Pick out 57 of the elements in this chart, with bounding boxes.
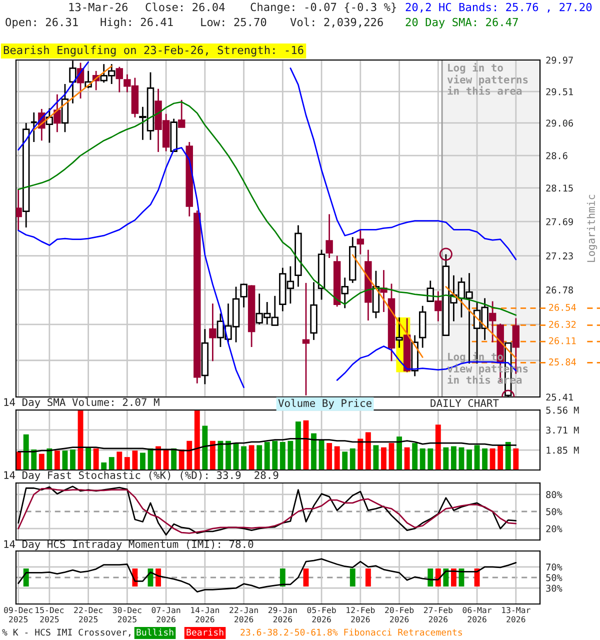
y-tick-label: 50% [546,508,562,516]
ref-line-label: 26.54 [549,304,576,311]
text: Vol: 2,039,226 [290,18,383,28]
y-tick-label: 80% [546,491,562,498]
x-tick-label: 05-Feb 2026 [307,606,336,622]
x-tick-label: 30-Dec 2025 [112,606,142,622]
x-tick-label: 22-Dec 2025 [74,606,102,622]
y-tick-label: 1.85 M [546,446,579,454]
y-tick-label: 30% [546,584,562,592]
text: High: 26.41 [100,18,173,28]
text: Volume By Price [278,398,372,410]
y-tick-label: 3.71 M [546,426,579,434]
ref-line-label: 26.11 [549,337,576,344]
text: % K - HCS IMI Crossover, [2,628,130,637]
y-tick-label: 50% [546,574,562,582]
text: DAILY CHART [430,399,499,408]
text: Low: 25.70 [201,18,266,26]
annotation: Log in to view patterns in this area [447,62,528,95]
y-tick-label: 27.23 [546,252,573,260]
x-tick-label: 07-Jan 2026 [152,606,180,622]
text: Bullish [136,628,174,636]
y-tick-label: 29.51 [546,88,573,96]
text: Bearish [186,628,224,636]
y-tick-label: 20% [546,525,562,532]
ref-line-label: 25.84 [549,358,576,366]
chart-title: 14 Day SMA Volume: 2.07 M [4,398,160,408]
y-axis-title: Logarithmic [586,194,598,262]
text: 20,2 HC Bands: 25.76 , 27.20 [406,2,592,13]
text: 23.6-38.2-50-61.8% Fibonacci Retracements [240,628,462,636]
y-tick-label: 70% [546,564,562,571]
chart-title: 14 Day HCS Intraday Momentum (IMI): 78.0 [4,540,254,550]
x-tick-label: 14-Jan 2026 [191,607,219,622]
x-tick-label: 20-Feb 2026 [385,606,414,622]
x-tick-label: 09-Dec 2025 [4,606,32,622]
y-tick-label: 25.41 [546,394,573,401]
y-tick-label: 29.97 [546,56,573,64]
chart-title: 14 Day Fast Stochastic (%K) (%D): 33.9 28.9 [4,470,278,482]
chart-subtitle: Bearish Engulfing on 23-Feb-26, Strength: -16 [4,46,304,56]
text: Open: 26.31 [6,18,78,28]
x-tick-label: 22-Jan 2026 [230,606,258,622]
x-tick-label: 12-Feb 2026 [346,606,375,622]
text: Close: 26.04 [146,2,225,12]
x-tick-label: 06-Mar 2026 [462,606,492,622]
x-tick-label: 29-Jan 2026 [268,606,297,622]
text: Change: -0.07 {-0.3 %} [250,2,396,14]
y-tick-label: 28.6 [546,152,568,160]
x-tick-label: 15-Dec 2025 [36,607,64,622]
x-tick-label: 13-Mar 2026 [502,606,530,622]
y-tick-label: 26.78 [546,286,573,294]
y-tick-label: 27.69 [546,218,573,226]
y-tick-label: 28.15 [546,184,573,192]
y-tick-label: 5.56 M [546,406,579,414]
x-tick-label: 27-Feb 2026 [424,606,452,622]
y-tick-label: 29.06 [546,120,573,127]
ref-line-label: 26.32 [549,320,576,328]
text: 20 Day SMA: 26.47 [406,18,518,28]
text: 13-Mar-26 [69,2,128,12]
